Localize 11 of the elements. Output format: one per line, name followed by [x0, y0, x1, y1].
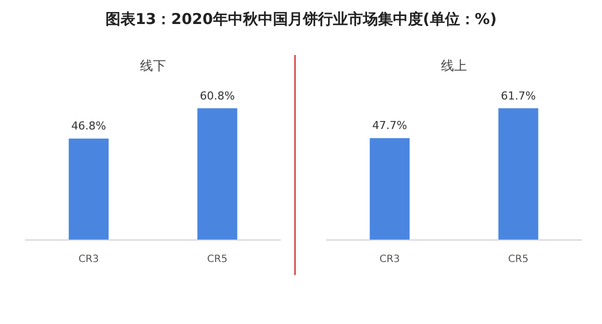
x-tick-label: CR5	[508, 254, 528, 265]
data-label: 47.7%	[372, 119, 408, 132]
data-label: 60.8%	[200, 89, 235, 102]
data-label: 46.8%	[71, 120, 106, 133]
x-tick-label: CR3	[380, 254, 400, 265]
text: 图表13：2020年中秋中国月饼行业市场集中度(单位：%)	[105, 10, 497, 28]
chart-title: 线上	[441, 59, 467, 74]
data-label: 61.7%	[500, 89, 536, 102]
chart-title: 线下	[140, 59, 166, 74]
x-tick-label: CR5	[207, 254, 228, 265]
x-tick-label: CR3	[78, 254, 99, 265]
